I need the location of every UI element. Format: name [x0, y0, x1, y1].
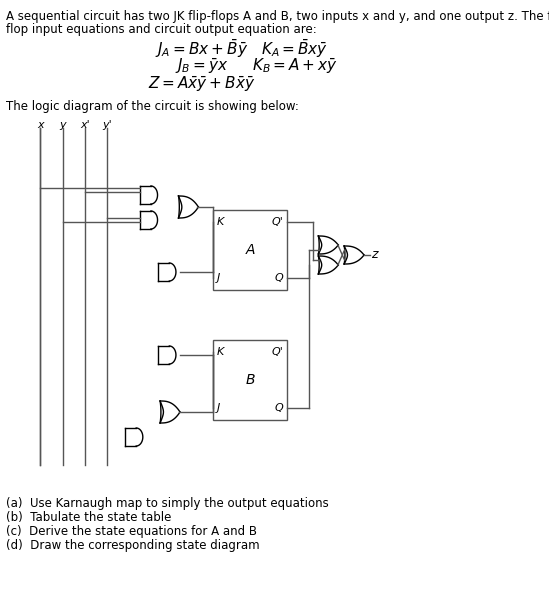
Text: K: K — [217, 217, 225, 227]
Text: A sequential circuit has two JK flip-flops A and B, two inputs x and y, and one : A sequential circuit has two JK flip-flo… — [6, 10, 549, 23]
Text: B: B — [245, 373, 255, 387]
Text: J: J — [217, 403, 220, 413]
Text: Q': Q' — [272, 347, 283, 357]
Text: Q: Q — [274, 403, 283, 413]
Text: (a)  Use Karnaugh map to simply the output equations: (a) Use Karnaugh map to simply the outpu… — [6, 497, 329, 510]
Text: The logic diagram of the circuit is showing below:: The logic diagram of the circuit is show… — [6, 100, 299, 113]
Text: $Z = A\bar{x}\bar{y} + B\bar{x}\bar{y}$: $Z = A\bar{x}\bar{y} + B\bar{x}\bar{y}$ — [148, 75, 255, 94]
Text: flop input equations and circuit output equation are:: flop input equations and circuit output … — [6, 23, 317, 36]
Text: $J_A = Bx + \bar{B}\bar{y}$: $J_A = Bx + \bar{B}\bar{y}$ — [155, 38, 248, 60]
Text: $K_A = \bar{B}x\bar{y}$: $K_A = \bar{B}x\bar{y}$ — [261, 38, 328, 60]
FancyBboxPatch shape — [214, 210, 287, 290]
Text: Q': Q' — [272, 217, 283, 227]
Text: x: x — [37, 120, 44, 130]
Text: $J_B = \bar{y}x$: $J_B = \bar{y}x$ — [175, 57, 228, 76]
Text: x': x' — [80, 120, 89, 130]
FancyBboxPatch shape — [214, 340, 287, 420]
Text: K: K — [217, 347, 225, 357]
Text: (d)  Draw the corresponding state diagram: (d) Draw the corresponding state diagram — [6, 539, 260, 552]
Text: (c)  Derive the state equations for A and B: (c) Derive the state equations for A and… — [6, 525, 257, 538]
Text: J: J — [217, 273, 220, 283]
Text: y: y — [59, 120, 66, 130]
Text: A: A — [245, 243, 255, 257]
Text: (b)  Tabulate the state table: (b) Tabulate the state table — [6, 511, 171, 524]
Text: Q: Q — [274, 273, 283, 283]
Text: $K_B = A + x\bar{y}$: $K_B = A + x\bar{y}$ — [251, 57, 338, 76]
Text: y': y' — [102, 120, 111, 130]
Text: z: z — [371, 248, 378, 262]
